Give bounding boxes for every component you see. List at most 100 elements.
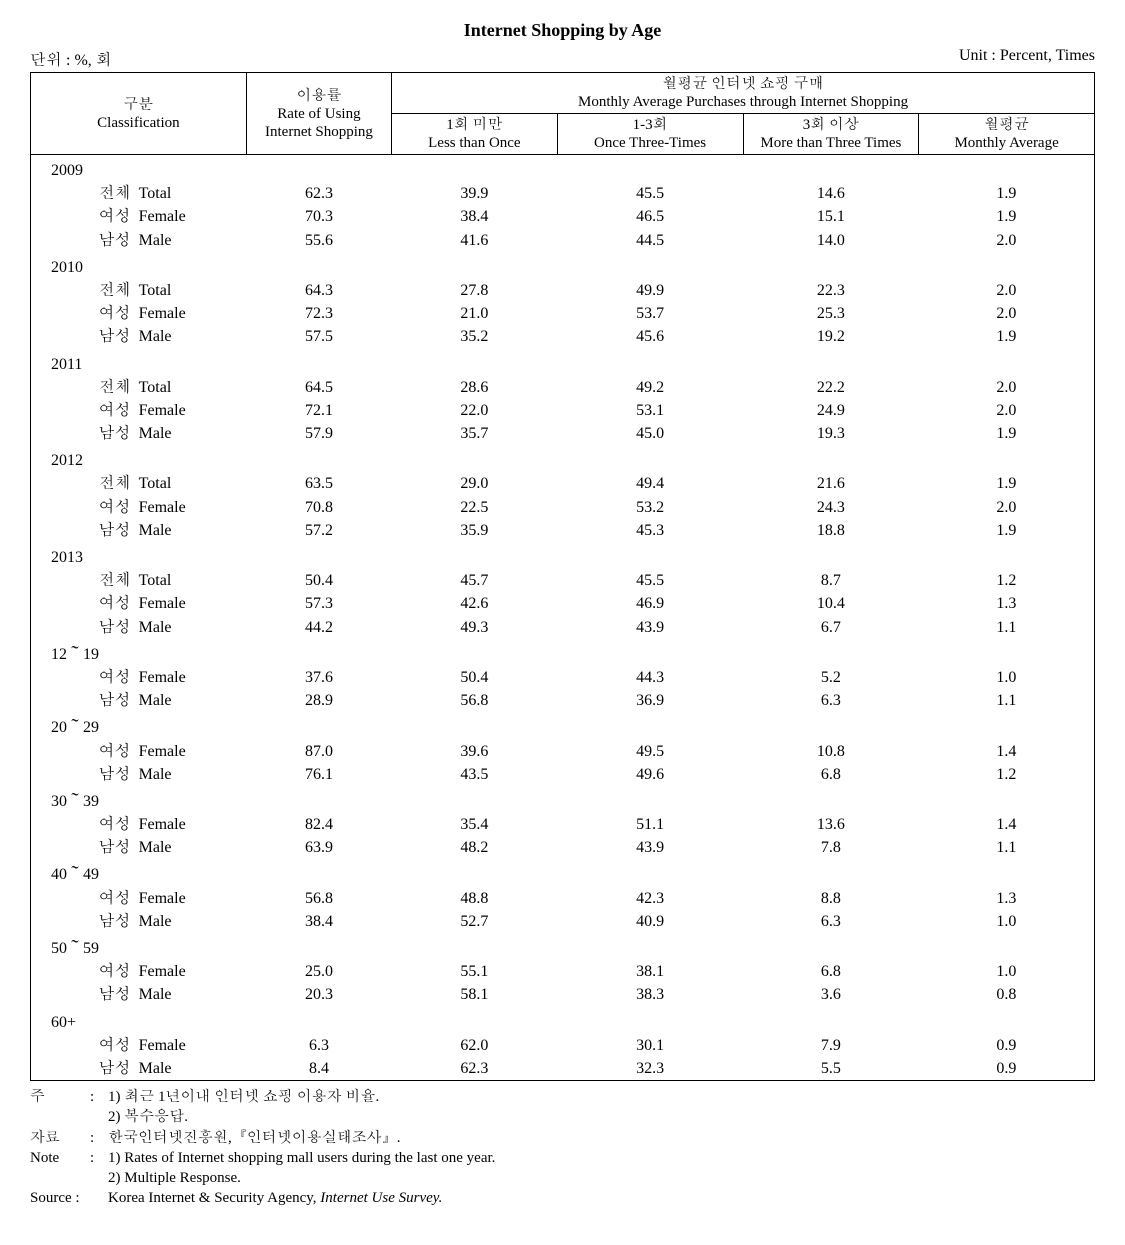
group-year: 12～19 xyxy=(31,639,1095,666)
cell-m1: 29.0 xyxy=(392,472,558,495)
source-label: Source : xyxy=(30,1188,108,1208)
note-line-1: 1) Rates of Internet shopping mall users… xyxy=(108,1148,1095,1168)
group-year: 2011 xyxy=(31,349,1095,376)
cell-rate: 57.2 xyxy=(246,519,391,542)
cell-m1: 28.6 xyxy=(392,376,558,399)
cls-en: Female xyxy=(135,887,247,910)
cell-m1: 22.0 xyxy=(392,399,558,422)
cell-m4: 2.0 xyxy=(919,279,1095,302)
cell-m3: 3.6 xyxy=(743,983,919,1006)
cls-ko: 전체 xyxy=(31,472,135,495)
cell-m2: 30.1 xyxy=(557,1034,743,1057)
cls-ko: 남성 xyxy=(31,763,135,786)
cell-rate: 50.4 xyxy=(246,569,391,592)
cell-m2: 45.6 xyxy=(557,325,743,348)
group-header: 20～29 xyxy=(31,712,1095,739)
cell-m4: 2.0 xyxy=(919,229,1095,252)
cell-m1: 35.7 xyxy=(392,422,558,445)
cell-rate: 57.3 xyxy=(246,592,391,615)
cell-m4: 2.0 xyxy=(919,496,1095,519)
cls-en: Male xyxy=(135,689,247,712)
cls-en: Female xyxy=(135,666,247,689)
cell-m2: 38.1 xyxy=(557,960,743,983)
cls-en: Female xyxy=(135,740,247,763)
cell-m4: 1.1 xyxy=(919,689,1095,712)
cell-m1: 35.4 xyxy=(392,813,558,836)
cell-m3: 5.2 xyxy=(743,666,919,689)
cell-m1: 50.4 xyxy=(392,666,558,689)
cell-m1: 43.5 xyxy=(392,763,558,786)
jaryo-line: 한국인터넷진흥원,『인터넷이용실태조사』. xyxy=(108,1128,1095,1148)
group-header: 2011 xyxy=(31,349,1095,376)
cls-en: Female xyxy=(135,205,247,228)
group-year: 2009 xyxy=(31,155,1095,183)
cell-m3: 24.3 xyxy=(743,496,919,519)
data-table: 구분 Classification 이용률 Rate of Using Inte… xyxy=(30,72,1095,1081)
group-header: 2013 xyxy=(31,542,1095,569)
cls-ko: 남성 xyxy=(31,229,135,252)
cls-ko: 전체 xyxy=(31,279,135,302)
colon: : xyxy=(90,1087,108,1107)
cell-rate: 44.2 xyxy=(246,616,391,639)
cls-ko: 남성 xyxy=(31,1057,135,1081)
cls-ko: 남성 xyxy=(31,689,135,712)
group-year: 2013 xyxy=(31,542,1095,569)
cell-m4: 1.4 xyxy=(919,813,1095,836)
cell-m1: 35.2 xyxy=(392,325,558,348)
cls-ko: 전체 xyxy=(31,182,135,205)
cell-m1: 48.8 xyxy=(392,887,558,910)
group-year: 50～59 xyxy=(31,933,1095,960)
cell-m1: 45.7 xyxy=(392,569,558,592)
table-row: 남성Male63.948.243.97.81.1 xyxy=(31,836,1095,859)
cell-m3: 6.8 xyxy=(743,960,919,983)
cell-m4: 1.9 xyxy=(919,472,1095,495)
colon: : xyxy=(90,1128,108,1148)
hdr-rate: 이용률 Rate of Using Internet Shopping xyxy=(246,73,391,155)
table-row: 전체Total50.445.745.58.71.2 xyxy=(31,569,1095,592)
cls-ko: 여성 xyxy=(31,592,135,615)
unit-left: 단위 : %, 회 xyxy=(30,47,112,70)
cls-ko: 여성 xyxy=(31,205,135,228)
table-row: 남성Male8.462.332.35.50.9 xyxy=(31,1057,1095,1081)
cls-ko: 전체 xyxy=(31,569,135,592)
cell-m3: 6.3 xyxy=(743,689,919,712)
cls-ko: 여성 xyxy=(31,813,135,836)
cell-rate: 64.3 xyxy=(246,279,391,302)
cell-m4: 0.8 xyxy=(919,983,1095,1006)
cell-m1: 58.1 xyxy=(392,983,558,1006)
cell-m2: 32.3 xyxy=(557,1057,743,1081)
cell-m2: 49.5 xyxy=(557,740,743,763)
cls-en: Male xyxy=(135,229,247,252)
group-header: 60+ xyxy=(31,1007,1095,1034)
cls-en: Male xyxy=(135,910,247,933)
cls-ko: 남성 xyxy=(31,325,135,348)
table-row: 여성Female82.435.451.113.61.4 xyxy=(31,813,1095,836)
cell-m4: 1.1 xyxy=(919,836,1095,859)
cell-m3: 19.3 xyxy=(743,422,919,445)
cell-m3: 19.2 xyxy=(743,325,919,348)
table-row: 남성Male44.249.343.96.71.1 xyxy=(31,616,1095,639)
cell-m3: 7.9 xyxy=(743,1034,919,1057)
cls-en: Total xyxy=(135,569,247,592)
cell-m3: 21.6 xyxy=(743,472,919,495)
cell-m4: 1.3 xyxy=(919,887,1095,910)
group-header: 30～39 xyxy=(31,786,1095,813)
cls-ko: 남성 xyxy=(31,616,135,639)
cell-rate: 6.3 xyxy=(246,1034,391,1057)
cls-ko: 남성 xyxy=(31,422,135,445)
table-body: 2009전체Total62.339.945.514.61.9여성Female70… xyxy=(31,155,1095,1081)
cls-en: Female xyxy=(135,399,247,422)
cell-rate: 72.1 xyxy=(246,399,391,422)
cell-m3: 6.7 xyxy=(743,616,919,639)
cell-rate: 25.0 xyxy=(246,960,391,983)
cell-m4: 1.0 xyxy=(919,910,1095,933)
cell-m2: 44.5 xyxy=(557,229,743,252)
cls-en: Female xyxy=(135,302,247,325)
table-row: 여성Female70.822.553.224.32.0 xyxy=(31,496,1095,519)
cell-m4: 1.0 xyxy=(919,960,1095,983)
cell-m2: 49.4 xyxy=(557,472,743,495)
group-year: 40～49 xyxy=(31,859,1095,886)
cell-rate: 57.5 xyxy=(246,325,391,348)
cell-m4: 1.4 xyxy=(919,740,1095,763)
cell-m3: 7.8 xyxy=(743,836,919,859)
